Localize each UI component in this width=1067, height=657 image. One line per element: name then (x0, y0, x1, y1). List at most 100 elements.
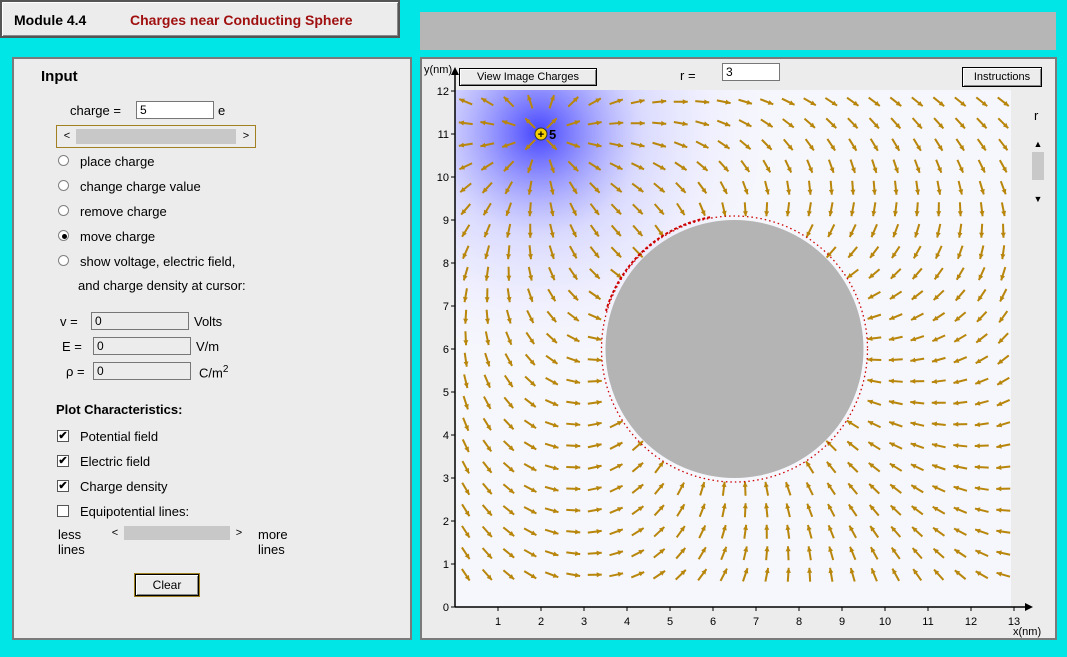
field-arrow-head (462, 231, 467, 237)
voltage-field: 0 (91, 312, 189, 330)
field-arrow-head (997, 359, 1004, 365)
field-arrow-head (502, 143, 508, 148)
field-arrow-head (889, 421, 895, 426)
field-arrow-head (849, 231, 855, 238)
mode-radio-2[interactable] (58, 205, 69, 216)
plot-option-checkbox-0[interactable]: ✔ (57, 430, 69, 442)
mode-label-1[interactable]: change charge value (80, 179, 201, 194)
field-arrow-head (594, 273, 600, 279)
charge-label: charge = (70, 103, 121, 118)
field-arrow-head (931, 442, 938, 448)
field-arrow-head (910, 336, 917, 342)
field-arrow-head (888, 357, 894, 363)
plot-option-label-2[interactable]: Charge density (80, 479, 168, 494)
field-arrow-head (827, 482, 833, 489)
field-arrow-head (574, 120, 580, 126)
y-tick-label: 11 (438, 129, 449, 141)
field-arrow-head (961, 79, 967, 84)
field-arrow-head (933, 527, 939, 533)
mode-label-3[interactable]: move charge (80, 229, 156, 244)
field-arrow-head (679, 504, 685, 510)
mode-radio-1[interactable] (58, 180, 69, 191)
field-arrow-head (575, 507, 581, 513)
field-arrow-head (785, 567, 791, 573)
charge-slider-thumb[interactable] (76, 129, 236, 144)
mode-radio-0[interactable] (58, 155, 69, 166)
field-arrow-head (849, 210, 855, 217)
field-arrow-head (957, 253, 962, 259)
charge-input[interactable]: 5 (136, 101, 214, 119)
radius-slider-down-arrow[interactable]: ▼ (1033, 194, 1043, 204)
point-charge[interactable]: + 5 (534, 127, 556, 142)
field-arrow-head (721, 210, 727, 217)
field-arrow-head (617, 528, 623, 534)
field-arrow-head (549, 232, 555, 238)
field-arrow-head (615, 208, 622, 215)
field-arrow-head (593, 230, 599, 237)
x-tick-label: 2 (538, 616, 544, 628)
field-arrow-head (639, 98, 645, 104)
lines-slider-thumb[interactable] (124, 526, 230, 540)
plot-option-checkbox-2[interactable]: ✔ (57, 480, 69, 492)
field-arrow-head (916, 145, 921, 151)
field-arrow-head (910, 400, 916, 406)
field-arrow-head (722, 568, 727, 575)
field-arrow-head (659, 187, 665, 193)
plot-option-label-3[interactable]: Equipotential lines: (80, 504, 190, 519)
field-arrow-head (892, 568, 897, 575)
lines-slider-right-arrow[interactable]: > (235, 527, 243, 539)
field-arrow-head (957, 232, 963, 238)
radius-slider[interactable]: ▲ ▼ (1030, 136, 1046, 208)
field-arrow-head (848, 504, 854, 510)
mode-label-0[interactable]: place charge (80, 154, 155, 169)
field-arrow-head (869, 483, 875, 490)
plot-option-checkbox-1[interactable]: ✔ (57, 455, 69, 467)
field-arrow-head (867, 378, 873, 384)
radius-slider-up-arrow[interactable]: ▲ (1033, 139, 1043, 149)
x-tick-label: 9 (839, 616, 845, 628)
mode-label-4[interactable]: show voltage, electric field, (80, 254, 236, 269)
field-arrow-head (530, 402, 536, 408)
field-arrow (460, 76, 471, 84)
field-arrow-head (996, 464, 1002, 470)
plot-option-checkbox-3[interactable] (57, 505, 69, 517)
field-arrow-head (458, 142, 465, 148)
mode-radio-3[interactable] (58, 230, 69, 241)
instructions-button[interactable]: Instructions (962, 67, 1042, 87)
lines-slider-left-arrow[interactable]: < (111, 527, 119, 539)
field-arrow-head (852, 100, 859, 106)
field-arrow-head (552, 465, 559, 471)
field-arrow-head (702, 165, 708, 171)
mode-label-2[interactable]: remove charge (80, 204, 167, 219)
view-image-charges-button[interactable]: View Image Charges (459, 68, 597, 86)
field-arrow-head (616, 164, 623, 170)
radius-input[interactable]: 3 (722, 63, 780, 81)
field-arrow-head (975, 379, 981, 385)
field-arrow-head (1003, 101, 1009, 107)
equipotential-lines-slider[interactable]: < > (108, 525, 248, 541)
field-arrow-head (937, 145, 943, 151)
field-arrow-head (889, 315, 895, 320)
field-arrow-head (1002, 144, 1008, 151)
field-arrow-head (596, 399, 602, 405)
plot-option-label-0[interactable]: Potential field (80, 429, 159, 444)
plus-icon: + (538, 129, 544, 141)
mode-radio-4[interactable] (58, 255, 69, 266)
slider-right-arrow[interactable]: > (242, 130, 250, 142)
field-arrow-head (873, 145, 878, 151)
field-arrow-head (937, 167, 942, 173)
plot-panel: View Image Charges r = 3 Instructions r … (420, 57, 1057, 640)
conducting-sphere[interactable] (605, 220, 864, 478)
field-arrow-head (932, 464, 938, 469)
field-arrow-head (980, 166, 985, 173)
clear-button[interactable]: Clear (134, 573, 200, 597)
field-arrow-head (890, 505, 897, 511)
radius-slider-thumb[interactable] (1032, 152, 1044, 180)
field-arrow-head (954, 316, 961, 322)
plot-option-label-1[interactable]: Electric field (80, 454, 151, 469)
charge-slider[interactable]: < > (56, 125, 256, 148)
field-arrow-head (638, 549, 644, 555)
charge-marker-icon[interactable] (534, 127, 548, 141)
slider-left-arrow[interactable]: < (63, 130, 71, 142)
